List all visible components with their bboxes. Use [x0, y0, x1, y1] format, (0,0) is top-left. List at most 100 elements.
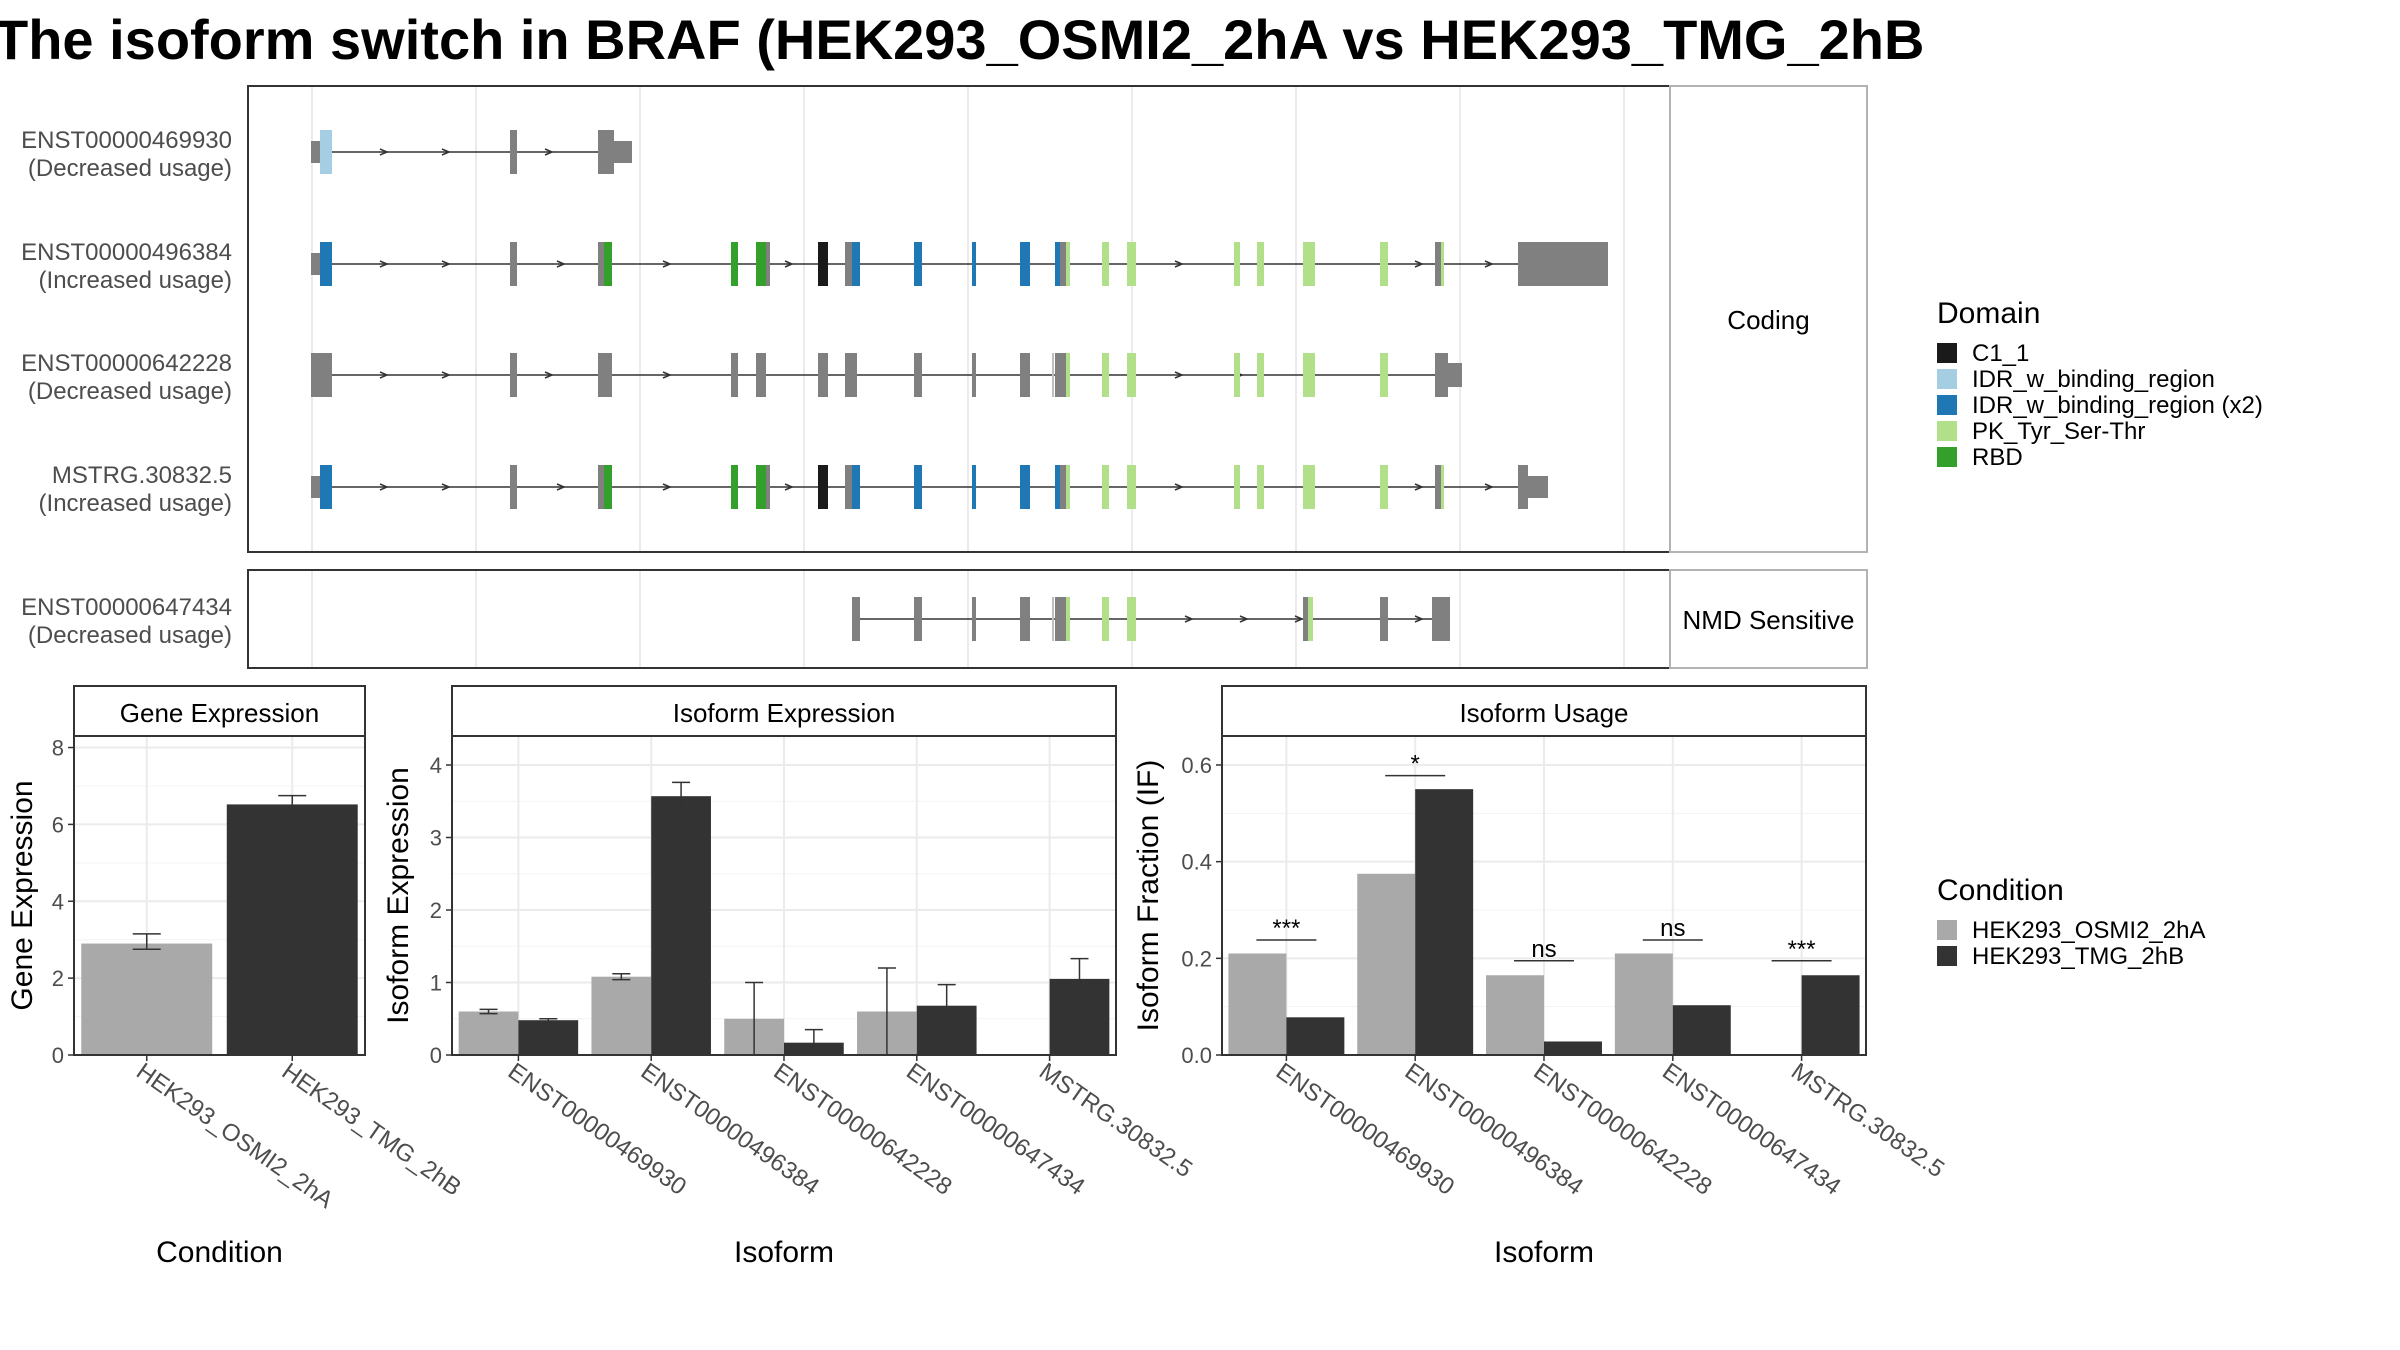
y-tick-label: 2 [52, 966, 64, 991]
chart-1: Gene Expression02468HEK293_OSMI2_2hAHEK2… [6, 685, 466, 1269]
exon [320, 242, 332, 286]
chart-title: Gene Expression [120, 698, 319, 728]
plot-border [73, 735, 366, 1056]
y-tick-label: 0.2 [1181, 946, 1212, 971]
exon [1525, 476, 1548, 498]
bar [1286, 1017, 1345, 1055]
exon [1066, 353, 1070, 397]
chart-title: Isoform Usage [1459, 698, 1628, 728]
legend-label: IDR_w_binding_region (x2) [1972, 392, 2263, 419]
direction-arrow [556, 260, 566, 268]
condition-legend-title: Condition [1937, 874, 2064, 907]
x-axis-title: Condition [156, 1236, 283, 1269]
direction-arrow [1414, 483, 1424, 491]
exon [1303, 353, 1315, 397]
y-tick-label: 0.6 [1181, 753, 1212, 778]
exon [1380, 465, 1388, 509]
exon [1303, 465, 1315, 509]
exon [756, 353, 766, 397]
exon [1523, 242, 1608, 286]
x-axis-title: Isoform [1494, 1236, 1594, 1269]
exon [1441, 242, 1444, 286]
exon [1432, 597, 1450, 641]
exon [1234, 465, 1240, 509]
exon [1052, 353, 1054, 397]
exon [1435, 242, 1441, 286]
direction-arrow [1174, 371, 1184, 379]
facet-strip-label: Coding [1727, 305, 1809, 335]
bar [1415, 789, 1474, 1055]
exon [731, 465, 738, 509]
y-tick-label: 4 [52, 889, 64, 914]
exon [852, 242, 860, 286]
transcript-ENST00000642228: ENST00000642228(Decreased usage) [21, 350, 1462, 405]
exon [756, 465, 766, 509]
direction-arrow [1484, 260, 1494, 268]
bar [1672, 1005, 1731, 1055]
bar [1544, 1041, 1602, 1055]
exon [612, 141, 632, 163]
x-axis-title: Isoform [734, 1236, 834, 1269]
transcript-id-label: ENST00000496384 [21, 239, 232, 266]
bar [1357, 873, 1416, 1055]
direction-arrow [556, 483, 566, 491]
exon [510, 465, 517, 509]
exon [914, 597, 922, 641]
exon [1102, 597, 1109, 641]
direction-arrow [1414, 260, 1424, 268]
exon [818, 242, 828, 286]
direction-arrow [1414, 615, 1424, 623]
figure-title: The isoform switch in BRAF (HEK293_OSMI2… [0, 8, 1924, 71]
exon [1234, 242, 1240, 286]
y-tick-label: 0 [52, 1043, 64, 1068]
exon [1303, 242, 1315, 286]
exon [972, 465, 976, 509]
bar [1614, 953, 1673, 1055]
direction-arrow [1294, 615, 1304, 623]
bar [1801, 975, 1860, 1055]
exon [1055, 353, 1060, 397]
exon [1020, 597, 1030, 641]
y-tick-label: 0.0 [1181, 1043, 1212, 1068]
legend-key-PK_Tyr_Ser-Thr [1937, 421, 1957, 441]
exon [972, 353, 976, 397]
exon [1102, 465, 1109, 509]
significance-label: *** [1272, 915, 1300, 942]
expression-charts: Gene Expression02468HEK293_OSMI2_2hAHEK2… [6, 685, 1949, 1269]
exon [320, 130, 332, 174]
direction-arrow [662, 483, 672, 491]
direction-arrow [1174, 483, 1184, 491]
y-axis-title: Isoform Fraction (IF) [1132, 760, 1165, 1032]
transcript-usage-label: (Decreased usage) [28, 378, 232, 405]
bar [651, 796, 711, 1055]
y-tick-label: 4 [430, 753, 442, 778]
y-tick-label: 8 [52, 736, 64, 761]
facet-strip [1669, 569, 1868, 669]
transcript-usage-label: (Increased usage) [39, 490, 232, 517]
transcript-MSTRG.30832.5: MSTRG.30832.5(Increased usage) [39, 462, 1548, 517]
exon [731, 242, 738, 286]
exon [1127, 353, 1136, 397]
legend-key-HEK293_TMG_2hB [1937, 946, 1957, 966]
y-tick-label: 0 [430, 1043, 442, 1068]
legend-key-IDR_w_binding_region [1937, 369, 1957, 389]
exon [1060, 242, 1066, 286]
direction-arrow [1239, 615, 1249, 623]
significance-label: ns [1660, 915, 1685, 942]
exon [972, 242, 976, 286]
facet-strip [1669, 85, 1868, 553]
direction-arrow [1174, 260, 1184, 268]
transcript-usage-label: (Decreased usage) [28, 155, 232, 182]
exon [1380, 597, 1388, 641]
exon [1435, 465, 1441, 509]
transcript-id-label: MSTRG.30832.5 [52, 462, 232, 489]
exon [1055, 597, 1060, 641]
transcript-ENST00000647434: ENST00000647434(Decreased usage) [21, 594, 1450, 649]
exon [914, 353, 922, 397]
legend-label: PK_Tyr_Ser-Thr [1972, 418, 2145, 445]
y-tick-label: 0.4 [1181, 850, 1212, 875]
exon [510, 353, 517, 397]
domain-legend-title: Domain [1937, 297, 2040, 330]
